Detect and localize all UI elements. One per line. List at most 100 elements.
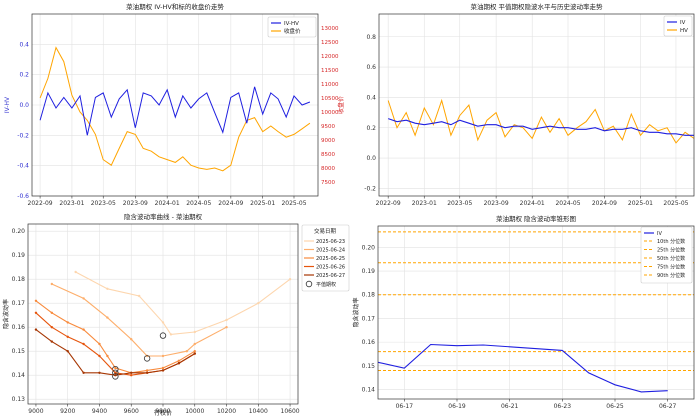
smile-point (177, 359, 181, 362)
y-tick-label: -0.6 (17, 193, 29, 200)
y-tick-label: 0.4 (19, 41, 29, 48)
x-tick-label: 2024-05 (186, 200, 211, 207)
y-tick-label: 0.4 (366, 94, 376, 101)
smile-point (98, 354, 101, 358)
smile-point (106, 354, 109, 358)
y-tick-label: 0.16 (362, 339, 376, 346)
legend-label: IV (680, 20, 686, 26)
smile-point (34, 299, 38, 302)
iv-hv-price-chart: -0.6 -0.4 -0.2 0.0 0.2 0.4 7500 8000 8500 9000 950… (4, 2, 345, 207)
legend-label: 收盘价 (284, 27, 301, 35)
smile-point (161, 354, 165, 358)
smile-point (185, 350, 189, 353)
smile-point (137, 294, 141, 298)
y2-tick-label: 11000 (321, 82, 339, 88)
legend-label: IV (657, 231, 662, 237)
smile-point (50, 326, 54, 329)
y2-tick-label: 9500 (321, 124, 335, 130)
smile-point (82, 328, 85, 331)
smile-point (82, 371, 85, 374)
smile-point (161, 366, 165, 370)
y-tick-label: 0.6 (366, 64, 376, 71)
x-tick-label: 2022-09 (376, 200, 401, 207)
y-tick-label: 0.19 (362, 268, 376, 275)
y2-tick-label: 8000 (321, 166, 335, 172)
y-tick-label: 0.18 (362, 292, 376, 299)
x-tick-label: 2023-09 (123, 200, 148, 207)
legend-label: 平值期权 (316, 281, 336, 288)
x-tick-label: 9200 (60, 408, 75, 415)
x-tick-label: 2023-05 (447, 200, 472, 207)
x-tick-label: 2025-05 (663, 200, 688, 207)
smile-point (50, 311, 54, 314)
y2-tick-label: 13000 (321, 26, 339, 32)
smile-point (66, 335, 69, 338)
x-tick-label: 2023-05 (91, 200, 116, 207)
y-tick-label: 0.15 (12, 348, 26, 355)
legend-label: 2025-06-27 (316, 273, 345, 279)
y2-tick-label: 12000 (321, 54, 339, 60)
legend-label: 75th 分位数 (657, 264, 685, 271)
smile-point (169, 333, 173, 336)
legend-title: 交易日期 (314, 227, 337, 235)
smile-point (114, 366, 117, 370)
smile-line-2025-06-26 (35, 312, 196, 376)
x-tick-label: 9400 (92, 408, 107, 415)
atm-iv-hv-chart: -0.2 0.0 0.2 0.4 0.6 0.8 2022-09 2023-01 2023-05… (364, 2, 695, 207)
y2-tick-label: 10500 (321, 96, 339, 102)
iv-hv-line (39, 86, 311, 136)
smile-point (66, 321, 69, 324)
smile-line-2025-06-25 (35, 300, 196, 374)
x-tick-label: 10000 (185, 408, 204, 415)
x-tick-label: 10400 (249, 408, 268, 415)
y2-tick-label: 7500 (321, 180, 335, 186)
atm-marker (112, 373, 119, 380)
smile-point (130, 338, 133, 341)
chart-title: 菜油期权 IV-HV和标的收盘价走势 (126, 2, 224, 11)
smile-point (106, 287, 109, 290)
y-tick-label: -0.2 (364, 185, 376, 192)
x-tick-label: 06-21 (501, 403, 519, 410)
smile-point (193, 330, 196, 334)
y-tick-label: 0.16 (12, 324, 26, 331)
x-tick-label: 9600 (124, 408, 139, 415)
x-tick-label: 2023-01 (59, 200, 84, 207)
y-tick-label: 0.8 (366, 34, 376, 41)
legend-box (663, 15, 693, 37)
x-tick-label: 06-17 (396, 403, 414, 410)
smile-point (161, 321, 165, 324)
x-tick-label: 2024-01 (520, 200, 545, 207)
x-tick-label: 06-23 (554, 403, 572, 410)
smile-point (161, 369, 165, 372)
y-tick-label: 0.18 (12, 276, 26, 283)
x-tick-label: 9800 (155, 408, 170, 415)
hv-line (387, 98, 695, 144)
smile-point (288, 278, 292, 281)
smile-point (82, 342, 85, 346)
y-tick-label: 0.17 (12, 300, 26, 307)
smile-point (177, 362, 181, 365)
x-tick-label: 2024-01 (155, 200, 180, 207)
y2-tick-label: 9000 (321, 138, 335, 144)
y-tick-label: 0.13 (12, 396, 26, 403)
smile-line-2025-06-24 (51, 283, 227, 357)
legend-label: IV-HV (284, 21, 299, 27)
x-tick-label: 06-25 (606, 403, 624, 410)
chart-title: 菜油期权 隐含波动率锥形图 (496, 214, 576, 223)
x-tick-label: 06-27 (659, 403, 677, 410)
legend-label: 50th 分位数 (657, 255, 685, 262)
atm-marker (143, 355, 151, 362)
smile-point (130, 374, 133, 377)
x-tick-label: 10200 (217, 408, 236, 415)
y-tick-label: -0.2 (17, 132, 29, 139)
y-axis-label: IV-HV (4, 96, 11, 113)
x-axis-label: 行权价 (154, 409, 172, 417)
close-price-line (39, 46, 311, 172)
x-tick-label: 2025-01 (628, 200, 653, 207)
smile-point (106, 316, 109, 319)
smile-point (50, 340, 54, 343)
x-tick-label: 2024-05 (555, 200, 580, 207)
smile-point (225, 326, 228, 329)
legend-label: 25th 分位数 (657, 247, 685, 254)
